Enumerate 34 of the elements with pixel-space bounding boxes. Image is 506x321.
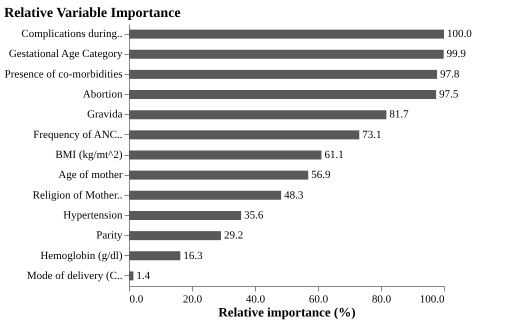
x-tick-label: 100.0 bbox=[420, 294, 445, 306]
data-label: 1.4 bbox=[136, 270, 151, 282]
data-label: 29.2 bbox=[224, 230, 244, 242]
y-tick-label: Parity bbox=[96, 230, 123, 242]
y-tick-label: BMI (kg/mt^2) bbox=[55, 149, 123, 161]
data-label: 73.1 bbox=[362, 128, 382, 141]
y-tick-label: Complications during.. bbox=[21, 28, 123, 40]
x-tick-label: 20.0 bbox=[182, 294, 203, 306]
data-label: 81.7 bbox=[389, 108, 410, 121]
chart-title: Relative Variable Importance bbox=[4, 6, 181, 21]
data-label: 48.3 bbox=[284, 189, 304, 202]
y-tick-label: Mode of delivery (C.. bbox=[26, 270, 123, 282]
y-tick-label: Abortion bbox=[82, 88, 123, 101]
y-tick-label: Religion of Mother.. bbox=[32, 189, 123, 202]
y-tick-label: Frequency of ANC.. bbox=[33, 128, 123, 141]
data-label: 100.0 bbox=[447, 28, 472, 40]
y-tick-label: Gravida bbox=[87, 108, 123, 121]
y-tick-label: Hemoglobin (g/dl) bbox=[40, 250, 123, 262]
data-label: 99.9 bbox=[446, 48, 466, 60]
x-tick-label: 40.0 bbox=[246, 294, 266, 306]
data-label: 97.8 bbox=[440, 68, 460, 80]
x-tick-label: 80.0 bbox=[372, 294, 392, 306]
y-tick-label: Hypertension bbox=[63, 209, 123, 222]
x-tick-label: 0.0 bbox=[130, 294, 144, 306]
y-tick-label: Age of mother bbox=[58, 169, 123, 182]
y-tick-label: Gestational Age Category bbox=[8, 48, 123, 60]
data-label: 35.6 bbox=[244, 209, 264, 222]
data-label: 56.9 bbox=[311, 169, 331, 182]
x-tick-label: 60.0 bbox=[308, 294, 329, 306]
y-tick-label: Presence of co-morbidities bbox=[4, 68, 122, 80]
data-label: 16.3 bbox=[183, 250, 204, 262]
data-label: 61.1 bbox=[324, 149, 344, 161]
data-label: 97.5 bbox=[439, 88, 459, 101]
x-axis-title: Relative importance (%) bbox=[218, 304, 356, 320]
